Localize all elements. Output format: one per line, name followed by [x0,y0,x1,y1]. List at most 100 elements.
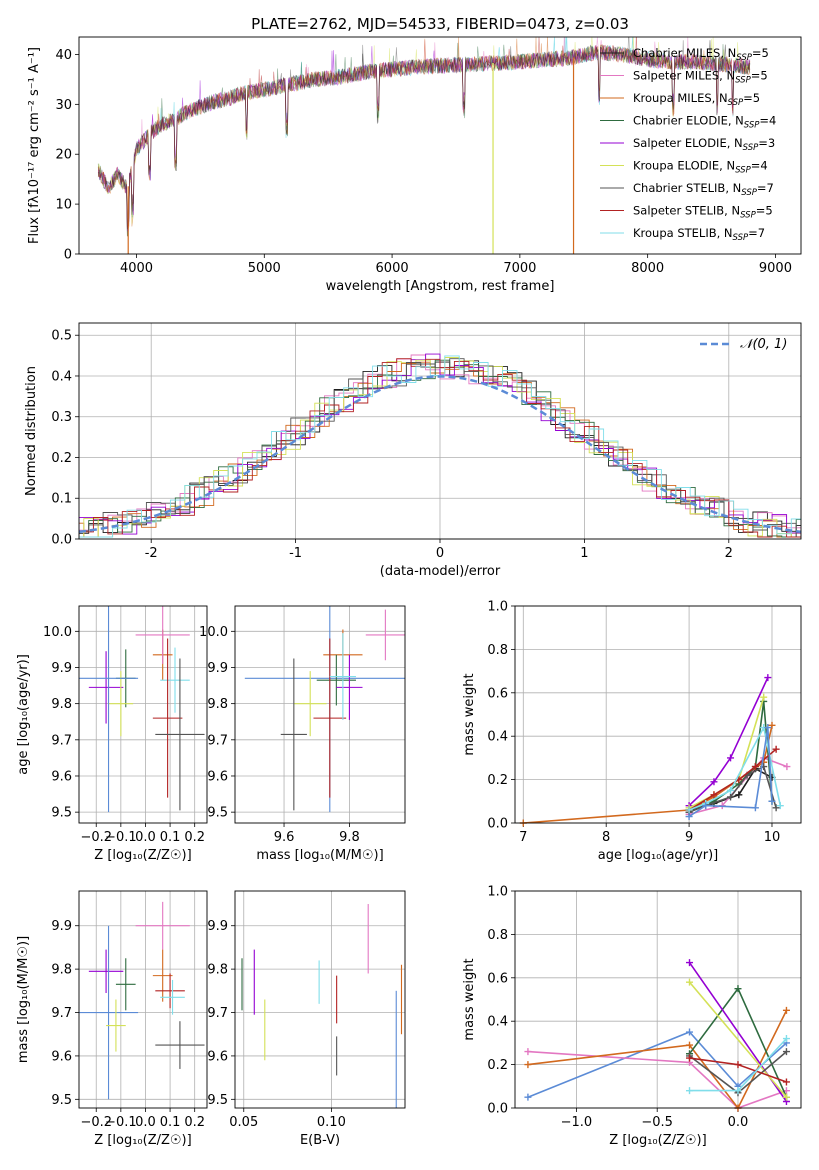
weight-marker [734,1087,742,1095]
error-cross [152,949,173,1002]
mass_vs_Z-ylabel: mass [log₁₀(M/M☉)] [16,936,31,1063]
error-cross [88,949,124,993]
y-tick-label: 9.6 [51,1049,72,1064]
y-tick-label: 9.9 [207,919,228,934]
weight_vs_Z-frame [514,890,802,1109]
age_vs_Z-axes: −0.2−0.10.0 0.1 0.2 9.5 9.6 9.7 9.8 9.9 10.0 [43,606,207,845]
weight-line [688,981,788,1098]
weight-marker [710,778,718,786]
weight-marker [727,786,735,794]
y-tick-label: 0.6 [487,971,508,986]
weight-marker [686,978,694,986]
y-tick-label: 9.9 [51,919,72,934]
mass_vs_EBV-xlabel: E(B-V) [300,1133,340,1148]
x-tick-label: −1.0 [561,1115,593,1130]
y-tick-label: 9.5 [207,806,228,821]
residuals-ylabel: Normed distribution [24,366,39,496]
y-tick-label: 0.2 [51,451,72,466]
weight-line [523,725,773,823]
legend-entry: Kroupa STELIB, NSSP=7 [633,226,765,243]
error-cross [316,654,356,706]
y-tick-label: 0.3 [51,410,72,425]
legend-entry: Salpeter STELIB, NSSP=5 [633,204,773,221]
x-tick-label: −0.5 [641,1115,673,1130]
residuals-frame [78,322,802,540]
weight_vs_age-axes: 7 8 9 10 0.0 0.2 0.4 0.6 0.8 1.0 [487,600,801,845]
y-tick-label: 0.8 [487,928,508,943]
y-tick-label: 10 [55,198,72,213]
weight_vs_Z-xlabel: Z [log₁₀(Z/Z☉)] [609,1133,706,1148]
spectrum-title: PLATE=2762, MJD=54533, FIBERID=0473, z=0… [251,15,629,33]
legend-entry: Salpeter MILES, NSSP=5 [633,69,768,86]
y-tick-label: 0.5 [51,329,72,344]
y-tick-label: 0.4 [487,1015,508,1030]
y-tick-label: 1.0 [487,600,508,615]
y-tick-label: 9.6 [51,769,72,784]
y-tick-label: 9.7 [51,1006,72,1021]
y-tick-label: 0.4 [487,730,508,745]
weight-marker [782,1048,790,1056]
x-tick-label: 0.05 [229,1115,258,1130]
x-tick-label: −0.2 [80,1115,112,1130]
error-cross [155,973,185,1009]
legend-entry: Salpeter ELODIE, NSSP=3 [633,136,775,153]
spectrum-ylabel: Flux [fλ10⁻¹⁷ erg cm⁻² s⁻¹ A⁻¹] [27,47,42,244]
weight-marker [686,1054,694,1062]
weight-marker [768,721,776,729]
y-tick-label: 9.8 [207,697,228,712]
x-tick-label: 0.2 [184,830,205,845]
weight-line [527,1010,788,1108]
error-cross [135,901,190,950]
y-tick-label: 0.0 [487,1102,508,1117]
weight_vs_age-frame [514,605,802,824]
weight-marker [524,1061,532,1069]
y-tick-label: 0.6 [487,686,508,701]
weight-marker [782,1006,790,1014]
weight_vs_age-ylabel: mass weight [462,673,477,755]
x-tick-label: 8 [602,830,610,845]
weight-marker [772,804,780,812]
legend-entry: Chabrier STELIB, NSSP=7 [633,181,774,198]
error-cross [135,606,190,664]
x-tick-label: 0.2 [184,1115,205,1130]
y-tick-label: 9.6 [207,769,228,784]
weight-marker [685,812,693,820]
age_vs_Z-xlabel: Z [log₁₀(Z/Z☉)] [94,848,191,863]
residuals-axes: -2 -1 0 1 2 0.0 0.1 0.2 0.3 0.4 0.5 [51,323,801,561]
histogram [79,355,801,538]
histogram [79,358,801,538]
age_vs_Z-frame [78,605,208,824]
legend-entry: 𝒩(0, 1) [740,337,787,352]
weight-marker [686,959,694,967]
x-tick-label: 2 [725,546,733,561]
y-tick-label: 0.8 [487,643,508,658]
error-cross [313,638,347,798]
weight-marker [760,693,768,701]
weight-marker [776,802,784,810]
error-cross [365,609,405,661]
y-tick-label: 40 [55,48,72,63]
y-tick-label: 9.8 [51,697,72,712]
x-tick-label: −0.1 [105,830,137,845]
spectrum-line [97,40,751,230]
x-tick-label: 8000 [631,261,664,276]
legend-entry: Chabrier MILES, NSSP=5 [633,46,769,63]
y-tick-label: 9.9 [207,661,228,676]
x-tick-label: −0.2 [80,830,112,845]
weight-marker [734,1061,742,1069]
weight-marker [685,806,693,814]
y-tick-label: 0 [64,248,72,263]
weight-marker [768,797,776,805]
weight_vs_Z-axes: −1.0 −0.5 0.0 0.0 0.2 0.4 0.6 0.8 1.0 [487,885,801,1130]
error-cross [329,633,356,720]
error-cross [293,671,327,737]
age_vs_mass-xlabel: mass [log₁₀(M/M☉)] [256,848,383,863]
mass_vs_EBV-axes: 0.05 0.10 9.5 9.6 9.7 9.8 9.9 [207,891,405,1130]
weight-marker [764,674,772,682]
y-tick-label: 9.5 [51,806,72,821]
spectrum-axes: 4000 5000 6000 7000 8000 9000 0 10 20 30 40 [55,48,792,276]
y-tick-label: 9.8 [207,963,228,978]
weight-marker [782,1093,790,1101]
y-tick-label: 0.2 [487,1058,508,1073]
